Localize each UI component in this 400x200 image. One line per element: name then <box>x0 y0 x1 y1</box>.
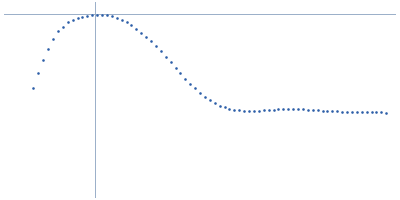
Point <box>344 110 350 113</box>
Point <box>280 107 286 110</box>
Point <box>246 109 252 113</box>
Point <box>236 109 242 112</box>
Point <box>216 104 223 107</box>
Point <box>266 108 272 112</box>
Point <box>226 107 233 110</box>
Point <box>133 27 140 30</box>
Point <box>177 72 184 75</box>
Point <box>354 110 360 113</box>
Point <box>358 110 365 114</box>
Point <box>94 13 100 16</box>
Point <box>30 86 37 89</box>
Point <box>45 47 51 50</box>
Point <box>60 25 66 28</box>
Point <box>40 58 46 61</box>
Point <box>285 107 291 110</box>
Point <box>187 82 194 85</box>
Point <box>275 108 282 111</box>
Point <box>251 109 257 113</box>
Point <box>334 110 340 113</box>
Point <box>123 21 130 24</box>
Point <box>202 95 208 98</box>
Point <box>50 37 56 40</box>
Point <box>74 16 81 20</box>
Point <box>35 71 42 75</box>
Point <box>197 91 203 94</box>
Point <box>143 35 149 39</box>
Point <box>153 45 159 48</box>
Point <box>305 108 311 111</box>
Point <box>192 87 198 90</box>
Point <box>295 107 301 110</box>
Point <box>300 108 306 111</box>
Point <box>89 14 96 17</box>
Point <box>148 40 154 43</box>
Point <box>319 109 326 112</box>
Point <box>206 99 213 102</box>
Point <box>364 111 370 114</box>
Point <box>324 109 331 113</box>
Point <box>172 66 179 70</box>
Point <box>314 109 321 112</box>
Point <box>182 77 188 80</box>
Point <box>118 18 125 21</box>
Point <box>241 109 247 112</box>
Point <box>84 14 90 17</box>
Point <box>158 50 164 53</box>
Point <box>373 111 380 114</box>
Point <box>270 108 277 111</box>
Point <box>79 15 86 18</box>
Point <box>109 15 115 18</box>
Point <box>212 102 218 105</box>
Point <box>70 18 76 21</box>
Point <box>138 31 144 34</box>
Point <box>378 111 384 114</box>
Point <box>114 16 120 20</box>
Point <box>339 110 345 113</box>
Point <box>99 13 105 16</box>
Point <box>64 21 71 24</box>
Point <box>162 55 169 58</box>
Point <box>221 106 228 109</box>
Point <box>55 30 61 33</box>
Point <box>168 61 174 64</box>
Point <box>260 109 267 112</box>
Point <box>368 111 375 114</box>
Point <box>231 108 238 111</box>
Point <box>329 110 336 113</box>
Point <box>290 107 296 110</box>
Point <box>383 111 390 114</box>
Point <box>349 110 355 113</box>
Point <box>128 24 134 27</box>
Point <box>104 14 110 17</box>
Point <box>310 108 316 112</box>
Point <box>256 109 262 112</box>
